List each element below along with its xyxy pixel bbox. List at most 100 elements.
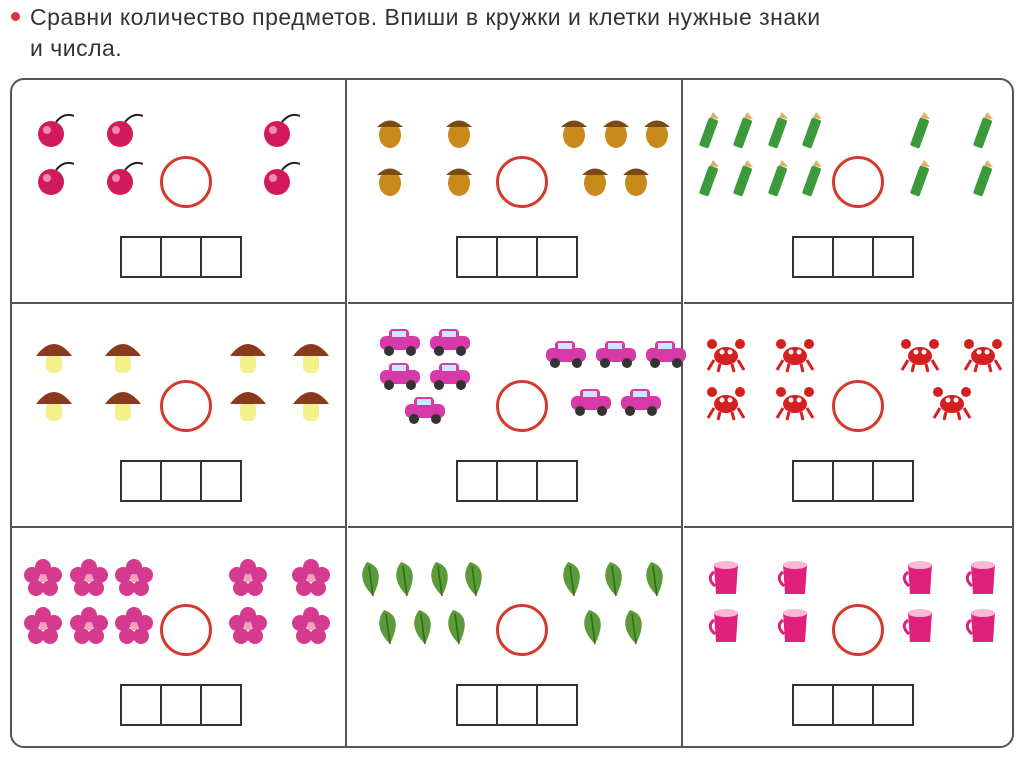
pencil-icon bbox=[723, 158, 763, 198]
acorn-icon bbox=[370, 110, 410, 150]
comparison-sign-circle[interactable] bbox=[496, 156, 548, 208]
car-icon bbox=[568, 382, 614, 422]
cup-icon bbox=[900, 558, 940, 598]
cherry-icon bbox=[103, 110, 144, 150]
mushroom-icon bbox=[34, 382, 74, 422]
answer-box[interactable] bbox=[872, 460, 914, 502]
comparison-sign-circle[interactable] bbox=[832, 156, 884, 208]
answer-boxes bbox=[792, 236, 914, 278]
pencil-icon bbox=[689, 158, 729, 198]
flower-icon bbox=[291, 606, 331, 646]
cell-cup bbox=[684, 528, 1012, 746]
answer-boxes bbox=[120, 684, 242, 726]
car-icon bbox=[377, 322, 423, 362]
answer-box[interactable] bbox=[160, 236, 202, 278]
leaf-icon bbox=[353, 558, 393, 598]
answer-boxes bbox=[456, 236, 578, 278]
answer-box[interactable] bbox=[832, 236, 874, 278]
leaf-icon bbox=[575, 606, 615, 646]
answer-box[interactable] bbox=[496, 236, 538, 278]
mushroom-icon bbox=[34, 334, 74, 374]
pencil-icon bbox=[792, 110, 832, 150]
pencil-icon bbox=[723, 110, 763, 150]
answer-box[interactable] bbox=[832, 460, 874, 502]
leaf-icon bbox=[554, 558, 594, 598]
answer-box[interactable] bbox=[200, 684, 242, 726]
mushroom-icon bbox=[228, 334, 268, 374]
cell-leaf bbox=[348, 528, 683, 746]
answer-box[interactable] bbox=[496, 460, 538, 502]
pencil-icon bbox=[792, 158, 832, 198]
answer-box[interactable] bbox=[456, 684, 498, 726]
answer-box[interactable] bbox=[120, 460, 162, 502]
cup-icon bbox=[963, 558, 1003, 598]
answer-box[interactable] bbox=[120, 236, 162, 278]
flower-icon bbox=[23, 606, 63, 646]
answer-box[interactable] bbox=[200, 236, 242, 278]
instruction: Сравни количество предметов. Впиши в кру… bbox=[30, 2, 821, 64]
cell-flower bbox=[12, 528, 347, 746]
crab-icon bbox=[706, 334, 746, 374]
cup-icon bbox=[706, 606, 746, 646]
answer-box[interactable] bbox=[496, 684, 538, 726]
flower-icon bbox=[23, 558, 63, 598]
comparison-sign-circle[interactable] bbox=[160, 604, 212, 656]
comparison-sign-circle[interactable] bbox=[160, 156, 212, 208]
cherry-icon bbox=[103, 158, 144, 198]
acorn-icon bbox=[439, 110, 479, 150]
leaf-icon bbox=[616, 606, 656, 646]
pencil-icon bbox=[963, 158, 1003, 198]
cell-cherry bbox=[12, 80, 347, 304]
leaf-icon bbox=[637, 558, 677, 598]
answer-box[interactable] bbox=[792, 236, 834, 278]
answer-box[interactable] bbox=[160, 684, 202, 726]
mushroom-icon bbox=[228, 382, 268, 422]
answer-box[interactable] bbox=[536, 684, 578, 726]
mushroom-icon bbox=[103, 334, 143, 374]
cup-icon bbox=[900, 606, 940, 646]
answer-box[interactable] bbox=[536, 236, 578, 278]
answer-box[interactable] bbox=[792, 460, 834, 502]
answer-box[interactable] bbox=[160, 460, 202, 502]
comparison-sign-circle[interactable] bbox=[832, 380, 884, 432]
comparison-sign-circle[interactable] bbox=[160, 380, 212, 432]
answer-box[interactable] bbox=[872, 684, 914, 726]
leaf-icon bbox=[439, 606, 479, 646]
flower-icon bbox=[228, 606, 268, 646]
flower-icon bbox=[69, 606, 109, 646]
pencil-icon bbox=[900, 158, 940, 198]
crab-icon bbox=[706, 382, 746, 422]
answer-box[interactable] bbox=[536, 460, 578, 502]
instruction-line-2: и числа. bbox=[30, 35, 123, 61]
answer-box[interactable] bbox=[872, 236, 914, 278]
comparison-sign-circle[interactable] bbox=[496, 604, 548, 656]
answer-boxes bbox=[120, 460, 242, 502]
acorn-icon bbox=[596, 110, 636, 150]
leaf-icon bbox=[405, 606, 445, 646]
acorn-icon bbox=[575, 158, 615, 198]
cherry-icon bbox=[34, 110, 75, 150]
answer-box[interactable] bbox=[456, 236, 498, 278]
car-icon bbox=[402, 390, 448, 430]
answer-box[interactable] bbox=[832, 684, 874, 726]
leaf-icon bbox=[387, 558, 427, 598]
cup-icon bbox=[775, 606, 815, 646]
car-icon bbox=[593, 334, 639, 374]
answer-box[interactable] bbox=[792, 684, 834, 726]
leaf-icon bbox=[596, 558, 636, 598]
comparison-sign-circle[interactable] bbox=[832, 604, 884, 656]
answer-box[interactable] bbox=[120, 684, 162, 726]
flower-icon bbox=[291, 558, 331, 598]
pencil-icon bbox=[758, 110, 798, 150]
crab-icon bbox=[963, 334, 1003, 374]
car-icon bbox=[377, 356, 423, 396]
cell-mushroom bbox=[12, 304, 347, 528]
cell-crab bbox=[684, 304, 1012, 528]
leaf-icon bbox=[422, 558, 462, 598]
comparison-sign-circle[interactable] bbox=[496, 380, 548, 432]
cell-acorn bbox=[348, 80, 683, 304]
acorn-icon bbox=[439, 158, 479, 198]
answer-box[interactable] bbox=[456, 460, 498, 502]
answer-box[interactable] bbox=[200, 460, 242, 502]
car-icon bbox=[643, 334, 689, 374]
